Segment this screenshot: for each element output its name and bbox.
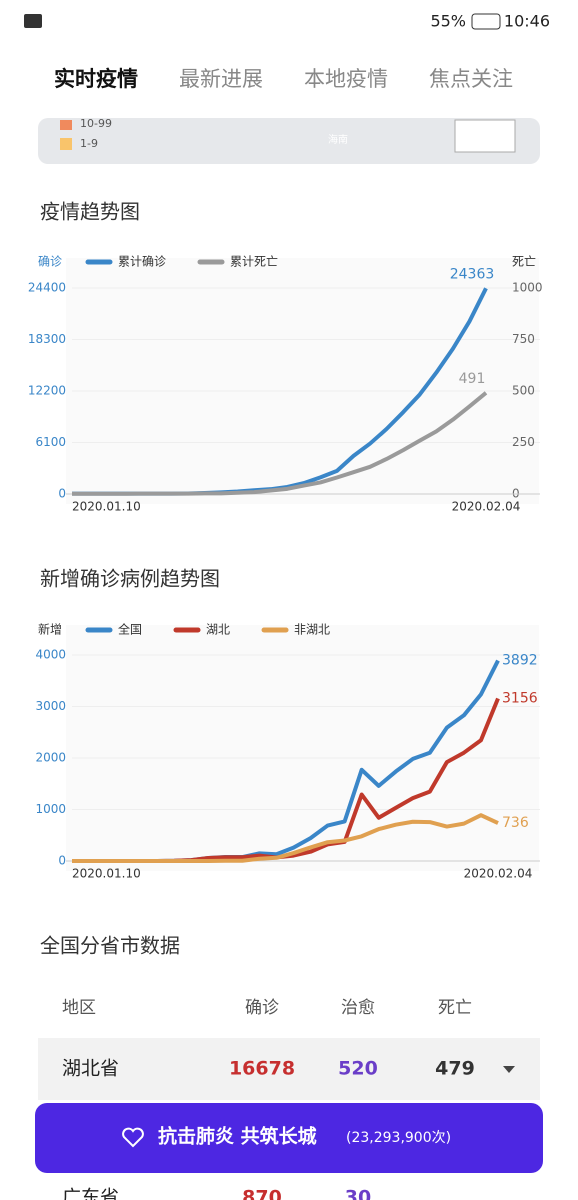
section-title: 全国分省市数据 <box>40 934 180 958</box>
map-legend: 1-9 <box>80 137 98 150</box>
y-tick-label: 0 <box>58 487 66 501</box>
table-header: 地区 <box>62 998 96 1018</box>
end-label: 3892 <box>502 653 538 669</box>
y2-tick-label: 250 <box>512 435 535 449</box>
table-header: 确诊 <box>245 998 279 1018</box>
battery-icon <box>471 13 501 30</box>
legend-label: 全国 <box>118 622 142 637</box>
end-label: 24363 <box>450 266 495 282</box>
legend-label: 累计确诊 <box>118 255 166 269</box>
status-icon <box>24 14 42 28</box>
table-cell: 广东省 <box>62 1187 119 1200</box>
y2-tick-label: 500 <box>512 384 535 398</box>
map-legend: 10-99 <box>80 117 112 130</box>
x-tick-label: 2020.01.10 <box>72 500 141 514</box>
series-line <box>72 391 488 496</box>
button[interactable] <box>35 1103 543 1173</box>
y2-tick-label: 1000 <box>512 281 543 295</box>
y-tick-label: 1000 <box>35 802 66 816</box>
y-axis-title: 新增 <box>38 622 62 637</box>
button-count[interactable]: (23,293,900次) <box>346 1130 451 1146</box>
clock: 10:46 <box>504 12 550 31</box>
map-inset <box>454 119 516 153</box>
section-title: 疫情趋势图 <box>40 200 140 224</box>
x-tick-label: 2020.02.04 <box>452 500 521 514</box>
y-tick-label: 4000 <box>35 648 66 662</box>
table-cell: 30 <box>345 1187 371 1200</box>
expand-icon[interactable] <box>503 1066 515 1073</box>
end-label: 491 <box>459 371 486 387</box>
button-label[interactable]: 抗击肺炎 共筑长城 <box>158 1125 317 1148</box>
table-cell: 479 <box>435 1058 475 1080</box>
end-label: 736 <box>502 815 529 831</box>
end-label: 3156 <box>502 690 538 706</box>
plot-bg <box>66 258 539 504</box>
legend-label: 累计死亡 <box>230 255 278 269</box>
y-tick-label: 18300 <box>28 332 66 346</box>
tab[interactable]: 本地疫情 <box>304 67 388 91</box>
tab[interactable]: 焦点关注 <box>429 67 513 91</box>
table-cell: 湖北省 <box>62 1058 119 1080</box>
tab[interactable]: 最新进展 <box>179 67 263 91</box>
legend-swatch <box>60 138 72 150</box>
battery: 55% <box>430 12 466 31</box>
tab-bar <box>0 50 578 116</box>
heart-icon <box>122 1127 144 1148</box>
legend-label: 湖北 <box>206 622 230 637</box>
y-tick-label: 6100 <box>35 435 66 449</box>
table-header: 治愈 <box>341 998 375 1018</box>
map-place: 海南 <box>328 133 348 146</box>
map <box>38 118 540 164</box>
table-cell: 16678 <box>229 1058 295 1080</box>
y-tick-label: 12200 <box>28 384 66 398</box>
y-tick-label: 24400 <box>28 281 66 295</box>
y-tick-label: 3000 <box>35 699 66 713</box>
x-tick-label: 2020.02.04 <box>464 867 533 881</box>
y2-axis-title: 死亡 <box>512 255 536 269</box>
row-bg <box>38 1038 540 1100</box>
series-line <box>72 813 499 863</box>
tab[interactable]: 实时疫情 <box>54 67 138 91</box>
y2-tick-label: 750 <box>512 332 535 346</box>
y-tick-label: 2000 <box>35 751 66 765</box>
legend-swatch <box>60 120 72 130</box>
table-header: 死亡 <box>438 998 472 1018</box>
y-axis-title: 确诊 <box>38 255 62 269</box>
plot-bg <box>66 625 539 871</box>
x-tick-label: 2020.01.10 <box>72 867 141 881</box>
table-cell: 520 <box>338 1058 378 1080</box>
legend-label: 非湖北 <box>294 622 330 637</box>
section-title: 新增确诊病例趋势图 <box>40 567 220 591</box>
table-cell: 870 <box>242 1187 282 1200</box>
y-tick-label: 0 <box>58 854 66 868</box>
